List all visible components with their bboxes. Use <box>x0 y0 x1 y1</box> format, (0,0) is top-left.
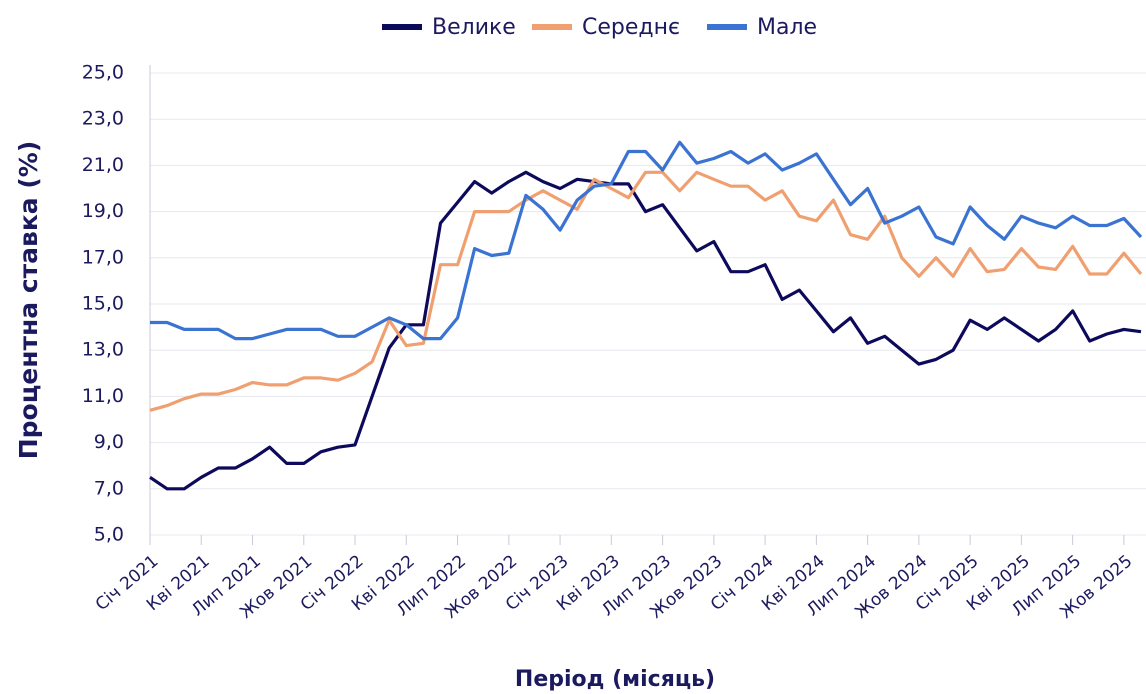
y-tick-label: 17,0 <box>82 246 124 268</box>
y-tick-label: 19,0 <box>82 200 124 222</box>
y-axis-title: Процентна ставка (%) <box>14 141 43 460</box>
y-tick-label: 13,0 <box>82 339 124 361</box>
series-line <box>149 170 1143 412</box>
y-tick-label: 23,0 <box>82 108 124 130</box>
series-line <box>149 170 1142 491</box>
x-axis-title: Період (місяць) <box>515 667 715 692</box>
y-tick-label: 7,0 <box>94 477 124 499</box>
series-line <box>150 140 1143 341</box>
y-tick-label: 5,0 <box>94 524 124 546</box>
y-tick-label: 25,0 <box>82 62 124 84</box>
legend-label: Середнє <box>582 15 680 40</box>
y-tick-label: 9,0 <box>94 431 124 453</box>
legend-label: Мале <box>757 15 817 40</box>
legend-label: Велике <box>432 15 516 40</box>
y-tick-label: 11,0 <box>82 385 124 407</box>
y-tick-label: 21,0 <box>82 154 124 176</box>
y-tick-label: 15,0 <box>82 293 124 315</box>
